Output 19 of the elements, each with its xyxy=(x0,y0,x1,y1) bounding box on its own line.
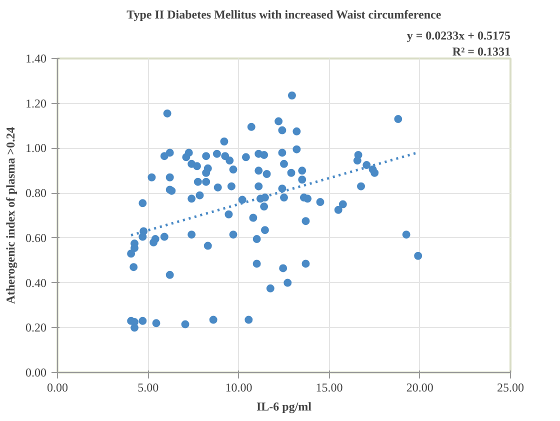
y-tick-label: 0.60 xyxy=(26,230,46,245)
y-tick-label: 0.40 xyxy=(26,276,46,290)
text: R² = 0.1331 xyxy=(452,44,511,58)
y-tick-label: 1.20 xyxy=(26,96,46,110)
y-tick-label: 0.00 xyxy=(26,366,46,380)
y-tick-label: 0.80 xyxy=(26,186,46,200)
x-tick-label: 10.00 xyxy=(225,380,252,394)
x-tick-label: 0.00 xyxy=(47,380,68,394)
text: y = 0.0233x + 0.5175 xyxy=(406,28,511,42)
x-tick-label: 15.00 xyxy=(316,380,343,394)
x-tick-label: 20.00 xyxy=(406,380,434,394)
y-axis-title: Atherogenic index of plasma >0.24 xyxy=(4,127,18,304)
x-tick-label: 5.00 xyxy=(138,380,159,394)
y-tick-label: 1.00 xyxy=(26,141,46,156)
y-tick-label: 1.40 xyxy=(26,52,46,66)
x-axis-title: IL-6 pg/ml xyxy=(256,400,312,414)
x-tick-label: 25.00 xyxy=(497,380,524,394)
chart-title: Type II Diabetes Mellitus with increased Waist circumference xyxy=(126,8,442,22)
y-tick-label: 0.20 xyxy=(26,320,46,335)
